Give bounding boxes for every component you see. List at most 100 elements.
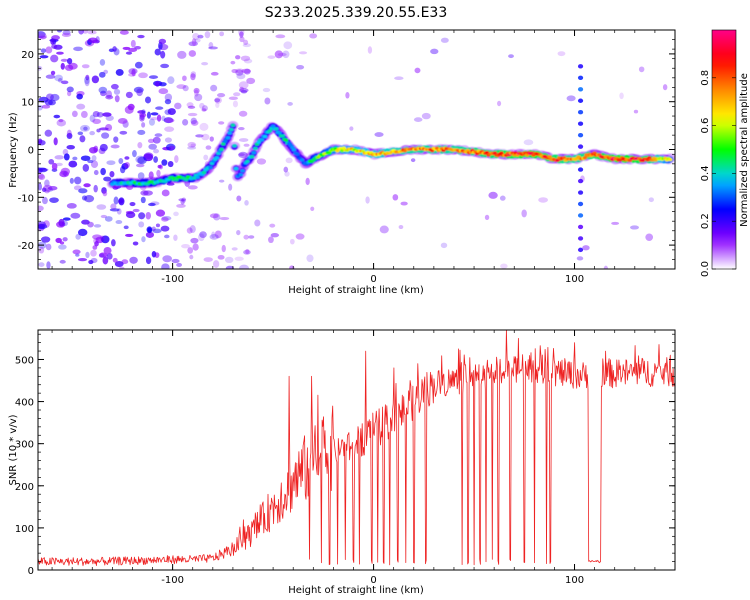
noise-blob	[102, 112, 112, 117]
ridge-blob	[222, 139, 228, 143]
noise-blob	[112, 46, 117, 52]
noise-blob	[187, 105, 196, 109]
noise-blob	[349, 126, 354, 131]
noise-blob	[99, 143, 108, 152]
colorbar-tick-label: 0.4	[700, 165, 711, 181]
noise-blob	[374, 132, 384, 137]
noise-blob	[224, 256, 234, 264]
noise-blob	[154, 48, 161, 56]
noise-blob	[119, 30, 129, 35]
noise-blob	[66, 57, 73, 65]
noise-blob	[60, 80, 69, 85]
noise-blob	[233, 92, 241, 97]
noise-blob	[93, 170, 99, 176]
noise-blob	[167, 108, 176, 116]
noise-blob	[71, 110, 78, 118]
noise-blob	[180, 198, 185, 205]
snr-y-label: SNR (10 * v/v)	[8, 414, 19, 485]
noise-blob	[153, 156, 158, 163]
noise-blob	[225, 265, 235, 269]
ridge-blob	[221, 142, 226, 146]
noise-blob	[148, 75, 159, 79]
snr-series-line	[38, 330, 675, 567]
noise-blob	[309, 33, 318, 39]
noise-blob	[68, 160, 78, 168]
colorbar: 0.0 0.2 0.4 0.6 0.8 Normalized spectral ampl…	[700, 29, 750, 277]
ridge-blob	[238, 173, 244, 177]
noise-blob	[174, 155, 179, 163]
noise-blob	[134, 61, 143, 69]
noise-blob	[93, 145, 99, 153]
noise-blob	[160, 63, 170, 69]
snr-frame	[37, 329, 676, 571]
noise-blob	[662, 84, 668, 91]
noise-blob	[274, 50, 284, 59]
noise-blob	[189, 225, 196, 233]
noise-blob	[130, 39, 136, 48]
noise-blob	[148, 171, 154, 180]
noise-blob	[38, 172, 44, 180]
noise-blob	[62, 30, 71, 36]
noise-blob	[80, 155, 91, 161]
spectrogram-x-label: Height of straight line (km)	[288, 285, 424, 296]
noise-blob	[72, 249, 81, 255]
noise-blob	[70, 212, 81, 219]
noise-blob	[138, 221, 145, 228]
x-tick-label: 0	[370, 575, 376, 586]
noise-blob	[41, 104, 51, 109]
noise-blob	[282, 50, 290, 59]
ridge-blob	[253, 146, 258, 151]
ridge-blob	[201, 170, 207, 175]
noise-blob	[231, 247, 238, 251]
noise-blob	[148, 143, 157, 150]
noise-blob	[101, 132, 110, 139]
noise-blob	[168, 145, 175, 151]
noise-blob	[58, 119, 64, 123]
noise-blob	[630, 225, 640, 230]
noise-blob	[41, 187, 47, 193]
noise-blob	[54, 155, 64, 160]
noise-blob	[238, 153, 245, 157]
noise-blob	[106, 160, 116, 166]
ridge-blob	[184, 177, 189, 182]
noise-blob	[109, 208, 120, 212]
noise-blob	[128, 68, 138, 75]
y-tick-label: 500	[15, 355, 34, 366]
noise-blob	[240, 89, 248, 94]
noise-blob	[148, 202, 156, 207]
noise-blob	[59, 170, 69, 178]
noise-blob	[238, 127, 245, 131]
noise-blob	[99, 235, 105, 241]
noise-blob	[92, 234, 102, 240]
noise-blob	[106, 252, 113, 260]
noise-blob	[58, 218, 65, 227]
noise-blob	[78, 30, 84, 35]
noise-blob	[191, 38, 197, 46]
noise-blob	[77, 228, 88, 237]
noise-blob	[99, 252, 108, 258]
noise-blob	[219, 216, 230, 221]
noise-blob	[365, 196, 370, 204]
noise-blob	[46, 261, 51, 269]
noise-blob	[98, 71, 106, 78]
noise-blob	[139, 112, 147, 118]
noise-blob	[190, 120, 199, 126]
noise-blob	[181, 243, 190, 249]
noise-blob	[88, 259, 94, 265]
noise-blob	[239, 36, 245, 43]
noise-blob	[289, 265, 295, 269]
x-tick-label: 0	[370, 274, 376, 285]
noise-blob	[136, 88, 143, 97]
noise-blob	[129, 256, 138, 264]
noise-blob	[245, 248, 250, 255]
ridge-blob	[299, 158, 305, 162]
noise-blob	[89, 130, 95, 136]
spectrogram-image	[38, 30, 675, 269]
noise-blob	[267, 55, 276, 59]
noise-blob	[101, 187, 107, 194]
colorbar-label: Normalized spectral amplitude	[739, 73, 750, 227]
noise-blob	[243, 39, 249, 45]
spectrogram-x-axis: -100 0 100	[51, 30, 656, 285]
noise-blob	[645, 233, 654, 241]
